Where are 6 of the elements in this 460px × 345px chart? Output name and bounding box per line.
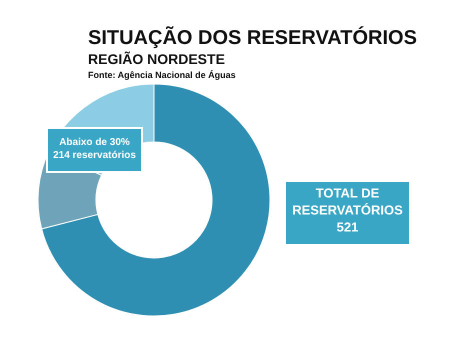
source-note: Fonte: Agência Nacional de Águas [88, 70, 236, 80]
donut-slice [41, 84, 270, 316]
chart-title: SITUAÇÃO DOS RESERVATÓRIOS [88, 26, 417, 49]
text: TOTAL DE RESERVATÓRIOS 521 [292, 186, 404, 234]
chart-subtitle: REGIÃO NORDESTE [88, 51, 225, 67]
text: Abaixo de 30% 214 reservatórios [53, 137, 136, 161]
